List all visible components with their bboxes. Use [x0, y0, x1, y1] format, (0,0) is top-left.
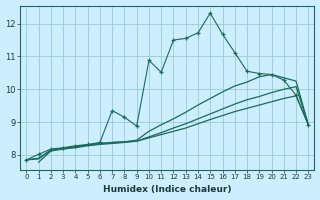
X-axis label: Humidex (Indice chaleur): Humidex (Indice chaleur)	[103, 185, 232, 194]
